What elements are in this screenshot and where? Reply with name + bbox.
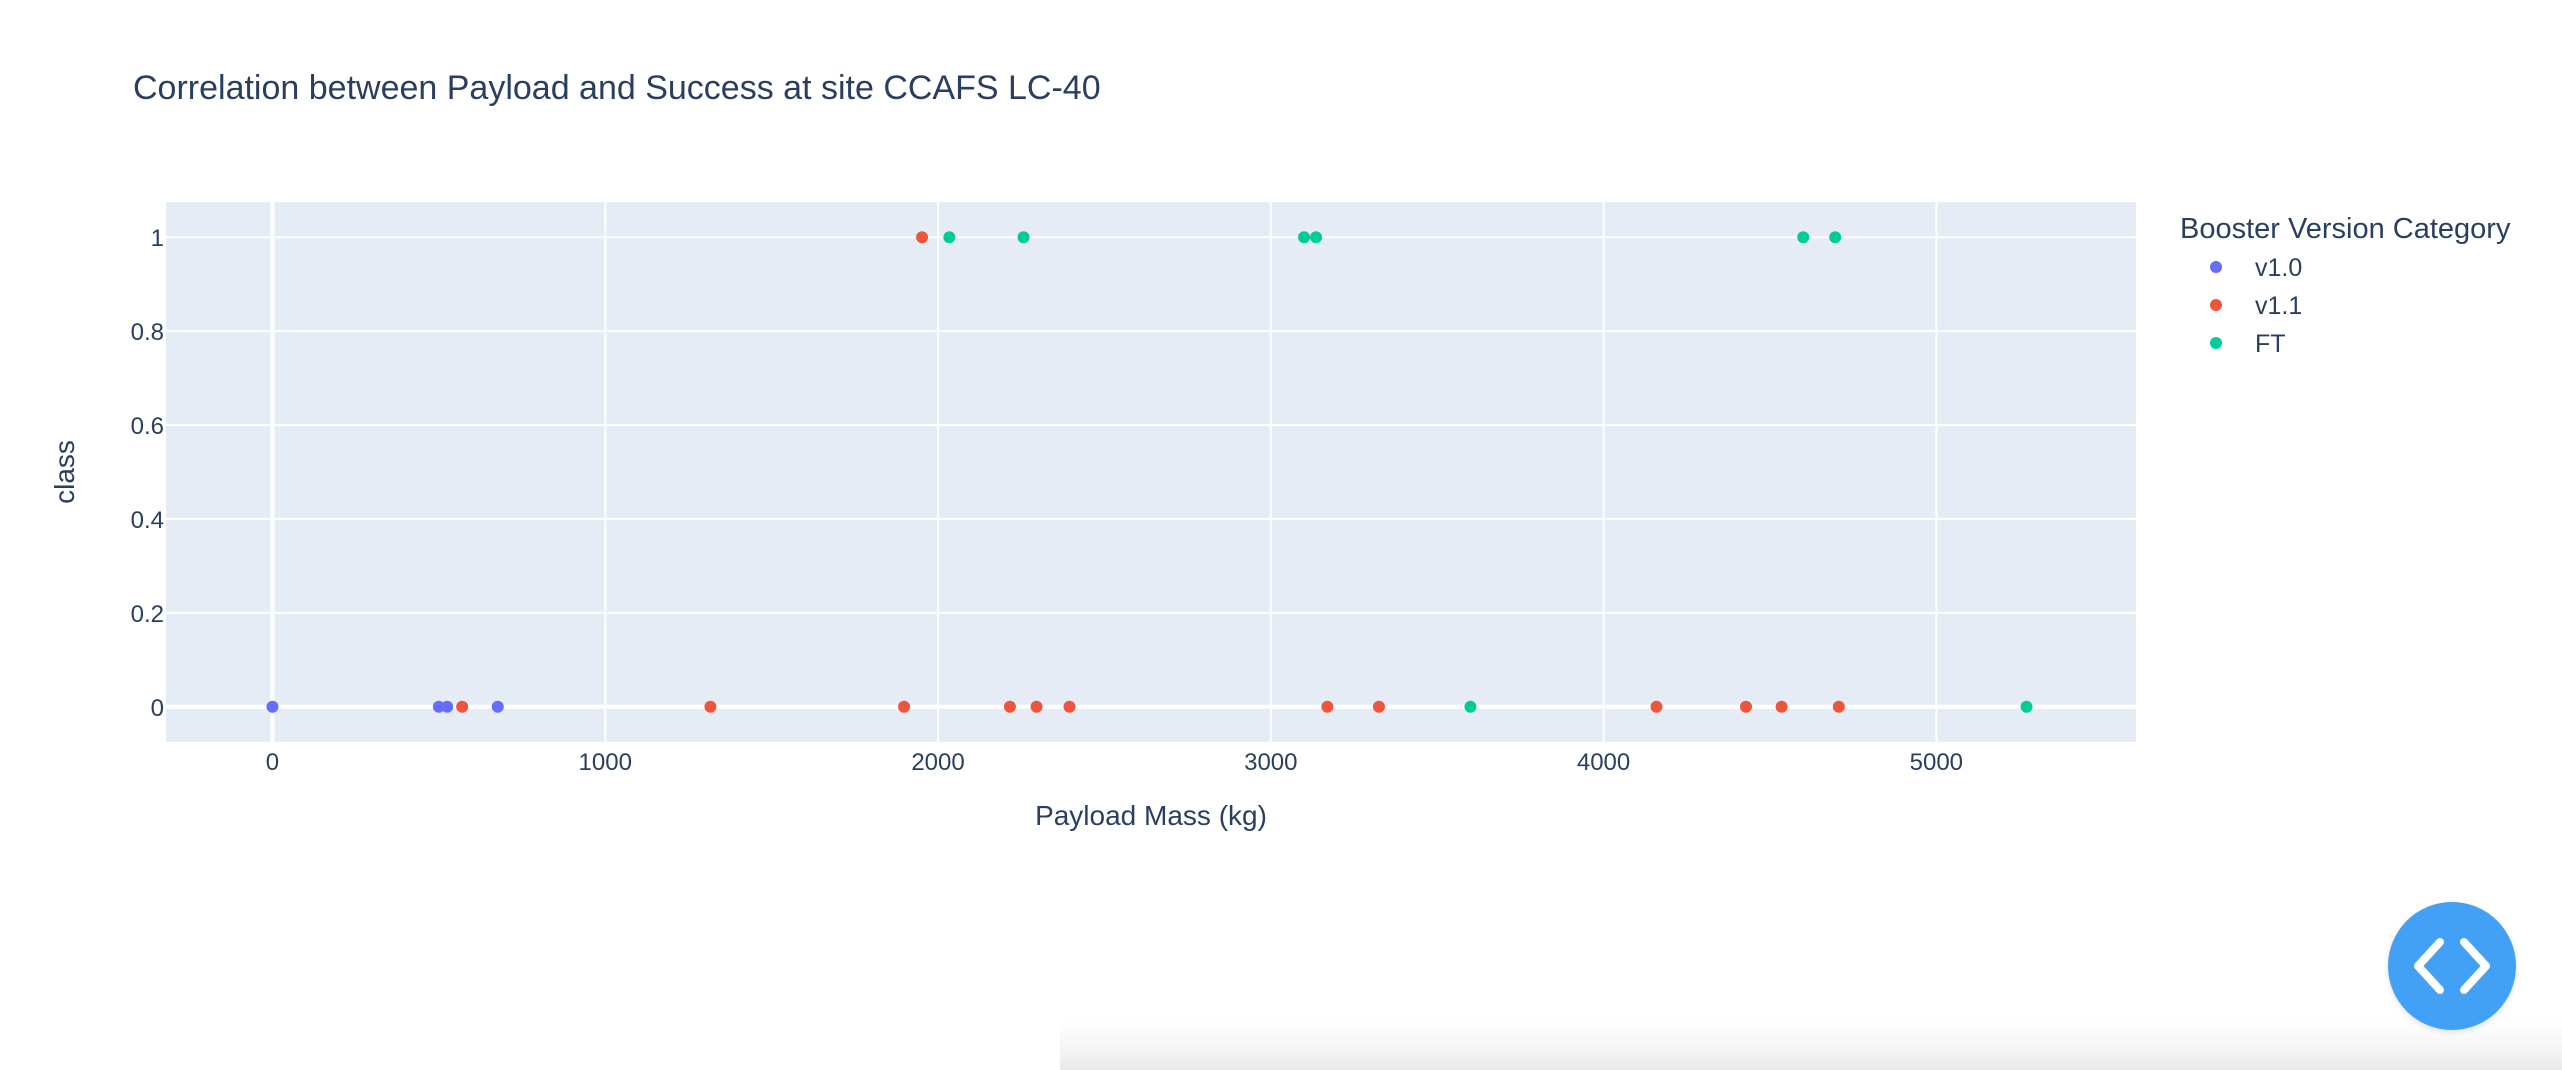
- data-point-v1-1: [1775, 700, 1788, 713]
- legend-item-ft[interactable]: FT: [2210, 330, 2286, 358]
- x-tick-label: 2000: [911, 749, 964, 776]
- code-brackets-icon: [2414, 938, 2490, 994]
- y-tick-label: 0.4: [131, 507, 164, 534]
- legend-label: FT: [2255, 330, 2286, 358]
- chart-title: Correlation between Payload and Success …: [133, 69, 1101, 107]
- legend-marker: [2210, 337, 2222, 349]
- x-tick-labels: 0 1000 2000 3000 4000 5000: [266, 749, 1963, 776]
- legend-items: v1.0 v1.1 FT: [2210, 254, 2302, 358]
- y-tick-labels: 0 0.2 0.4 0.6 0.8 1: [131, 225, 164, 722]
- y-tick-label: 1: [151, 225, 164, 252]
- y-axis-title: class: [49, 440, 80, 504]
- data-point-ft: [1017, 231, 1030, 244]
- legend-item-v1-1[interactable]: v1.1: [2210, 292, 2302, 320]
- x-tick-label: 4000: [1577, 749, 1630, 776]
- data-point-v1-1: [916, 231, 929, 244]
- data-point-v1-1: [1063, 700, 1076, 713]
- data-point-ft: [1298, 231, 1311, 244]
- data-point-v1-1: [1832, 700, 1845, 713]
- legend: Booster Version Category v1.0 v1.1 FT: [2180, 213, 2511, 358]
- x-axis-title: Payload Mass (kg): [1035, 800, 1267, 831]
- data-point-ft: [1464, 700, 1477, 713]
- code-toggle-button[interactable]: [2388, 902, 2516, 1030]
- data-point-v1-1: [1003, 700, 1016, 713]
- x-gridlines: [270, 202, 1938, 742]
- data-point-ft: [943, 231, 956, 244]
- data-point-v1-0: [266, 700, 279, 713]
- data-markers: [266, 231, 2033, 713]
- data-point-v1-0: [441, 700, 454, 713]
- data-point-ft: [1310, 231, 1323, 244]
- y-tick-label: 0.2: [131, 601, 164, 628]
- y-tick-label: 0.8: [131, 319, 164, 346]
- data-point-v1-1: [704, 700, 717, 713]
- legend-item-v1-0[interactable]: v1.0: [2210, 254, 2302, 282]
- data-point-v1-0: [491, 700, 504, 713]
- data-point-v1-1: [898, 700, 911, 713]
- data-point-v1-1: [1739, 700, 1752, 713]
- data-point-ft: [1829, 231, 1842, 244]
- x-tick-label: 0: [266, 749, 279, 776]
- legend-title: Booster Version Category: [2180, 213, 2511, 245]
- data-point-v1-1: [456, 700, 469, 713]
- plot-area: [166, 202, 2136, 742]
- data-point-ft: [2020, 700, 2033, 713]
- data-point-ft: [1797, 231, 1810, 244]
- x-tick-label: 1000: [579, 749, 632, 776]
- data-point-v1-1: [1650, 700, 1663, 713]
- legend-label: v1.1: [2255, 292, 2302, 320]
- legend-marker: [2210, 299, 2222, 311]
- y-tick-label: 0: [151, 695, 164, 722]
- data-point-v1-1: [1030, 700, 1043, 713]
- legend-label: v1.0: [2255, 254, 2302, 282]
- x-tick-label: 5000: [1910, 749, 1963, 776]
- x-tick-label: 3000: [1244, 749, 1297, 776]
- data-point-v1-0: [432, 700, 445, 713]
- data-point-v1-1: [1321, 700, 1334, 713]
- legend-marker: [2210, 261, 2222, 273]
- data-point-v1-1: [1372, 700, 1385, 713]
- y-tick-label: 0.6: [131, 413, 164, 440]
